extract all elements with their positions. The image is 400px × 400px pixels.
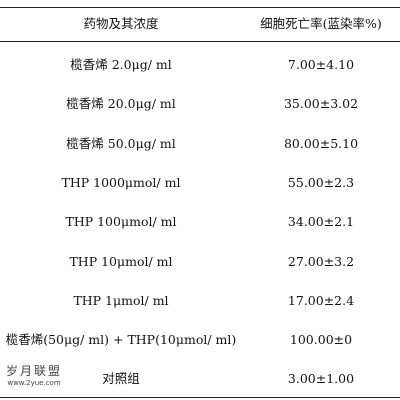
rate-cell: 34.00±2.1 — [287, 214, 355, 230]
drug-cell: 榄香烯 2.0μg/ ml — [70, 57, 172, 72]
watermark-text: 岁月联盟 — [6, 364, 63, 378]
watermark: 岁月联盟 www.2yue.com — [6, 364, 62, 388]
drug-cell: 榄香烯 20.0μg/ ml — [66, 96, 176, 112]
rate-cell: 3.00±1.00 — [287, 371, 355, 387]
drug-cell: THP 1μmol/ ml — [73, 292, 169, 308]
rate-cell: 100.00±0 — [289, 332, 353, 348]
drug-cell: THP 1000μmol/ ml — [61, 174, 181, 190]
rate-cell: 55.00±2.3 — [287, 174, 355, 190]
header-cell: 药物及其浓度 — [83, 16, 159, 31]
drug-cell: 对照组 — [102, 371, 140, 387]
top-rule — [0, 7, 400, 8]
rate-cell: 7.00±4.10 — [287, 57, 355, 72]
header-cell: 细胞死亡率(蓝染率%) — [260, 16, 382, 31]
drug-cell: 榄香烯 50.0μg/ ml — [66, 135, 176, 151]
rate-cell: 17.00±2.4 — [287, 292, 355, 308]
rate-cell: 80.00±5.10 — [283, 135, 359, 151]
bottom-rule — [0, 397, 400, 398]
drug-cell: THP 100μmol/ ml — [65, 214, 177, 230]
drug-cell: 榄香烯(50μg/ ml) + THP(10μmol/ ml) — [5, 332, 237, 348]
drug-cell: THP 10μmol/ ml — [69, 253, 173, 269]
header-rule — [0, 41, 400, 42]
rate-cell: 35.00±3.02 — [283, 96, 359, 112]
rate-cell: 27.00±3.2 — [287, 253, 355, 269]
watermark-url: www.2yue.com — [7, 379, 61, 387]
